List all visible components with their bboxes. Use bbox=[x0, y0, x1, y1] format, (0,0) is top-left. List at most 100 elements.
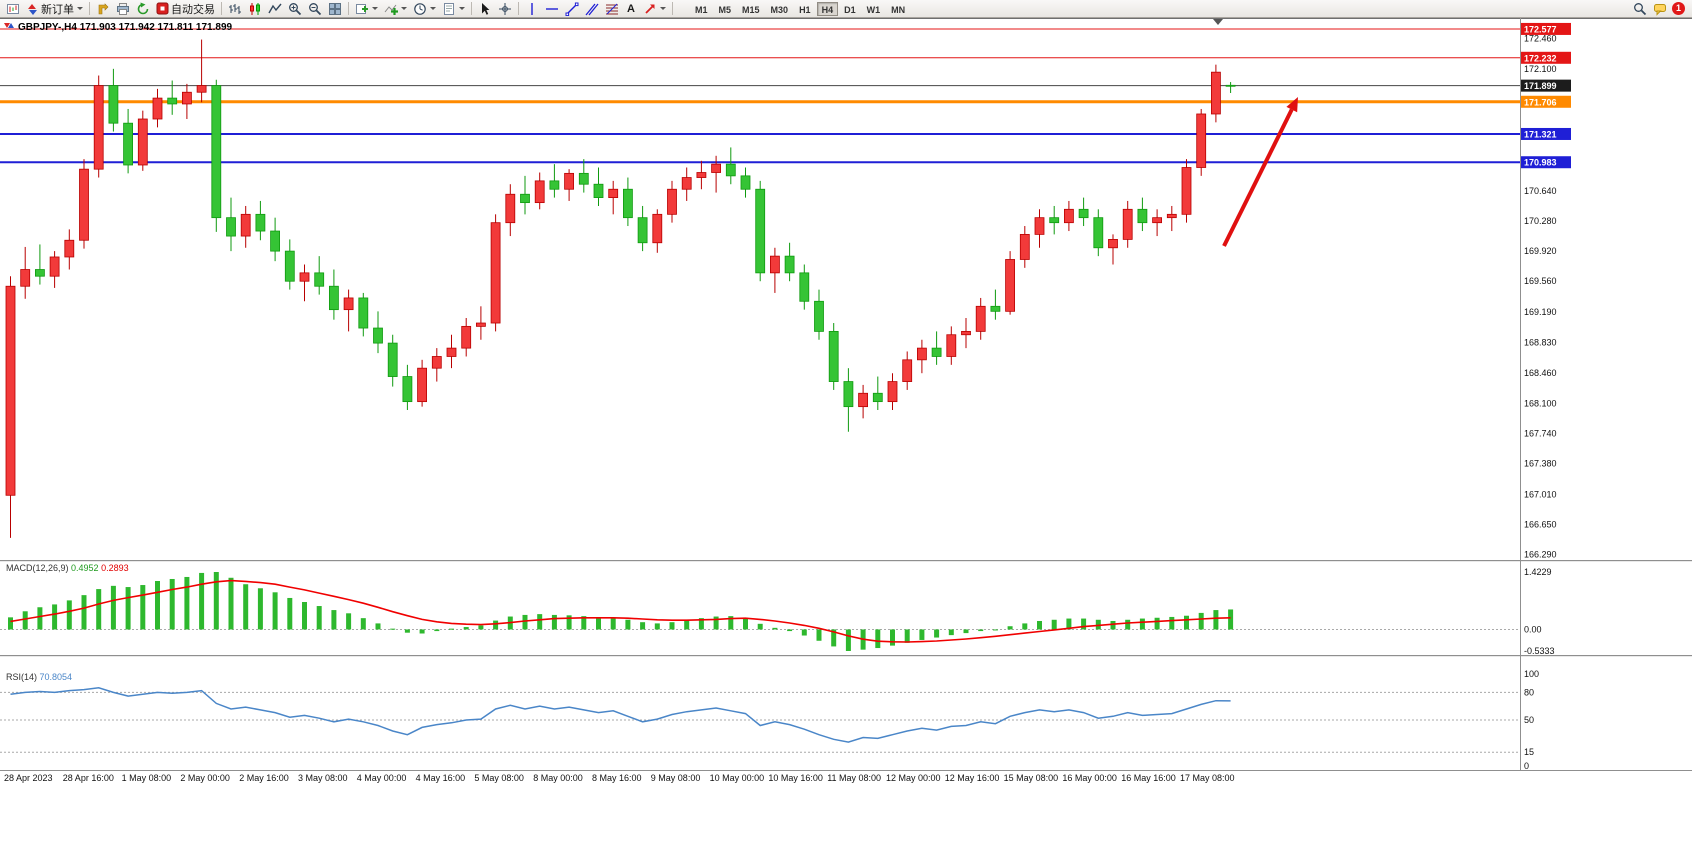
candle-body bbox=[314, 272, 325, 287]
macd-histogram-bar bbox=[728, 616, 734, 630]
fibonacci-button[interactable] bbox=[602, 0, 622, 17]
macd-histogram-bar bbox=[816, 629, 822, 641]
print-button[interactable] bbox=[113, 0, 133, 17]
current-price-tag: 171.899 bbox=[1521, 79, 1571, 92]
macd-histogram-bar bbox=[640, 622, 646, 630]
text-tool-label: A bbox=[627, 2, 635, 15]
price-tag-label: 171.321 bbox=[1524, 129, 1557, 139]
candle bbox=[328, 269, 339, 320]
price-axis-label: 167.010 bbox=[1524, 489, 1557, 499]
candle-body bbox=[1034, 217, 1045, 235]
candle-body bbox=[931, 347, 942, 357]
arrows-button[interactable] bbox=[640, 0, 669, 17]
periods-button[interactable] bbox=[410, 0, 439, 17]
candle-body bbox=[64, 239, 75, 258]
candle bbox=[578, 159, 589, 193]
candle-body bbox=[990, 305, 1001, 312]
macd-histogram-bar bbox=[37, 607, 43, 630]
macd-histogram-bar bbox=[302, 602, 307, 630]
price-axis-label: 172.460 bbox=[1524, 34, 1557, 44]
zoom-out-button[interactable] bbox=[305, 0, 325, 17]
rsi-scale-label: 100 bbox=[1524, 669, 1539, 679]
candle-body bbox=[343, 297, 354, 311]
macd-histogram-bar bbox=[654, 623, 660, 630]
tools-button[interactable] bbox=[93, 0, 113, 17]
new-chart-button[interactable] bbox=[352, 0, 381, 17]
horizontal-line-button[interactable] bbox=[542, 0, 562, 17]
zoom-in-button[interactable] bbox=[285, 0, 305, 17]
candle-body bbox=[784, 255, 795, 274]
timeframe-m15-button[interactable]: M15 bbox=[737, 2, 765, 16]
timeframe-m30-button[interactable]: M30 bbox=[766, 2, 794, 16]
chart-menu-button[interactable] bbox=[3, 0, 23, 17]
candle bbox=[975, 297, 986, 340]
macd-histogram-bar bbox=[110, 585, 116, 630]
time-scale[interactable]: 28 Apr 2023 28 Apr 16:00 1 May 08:00 2 May … bbox=[4, 773, 1235, 783]
macd-histogram-bar bbox=[890, 629, 895, 646]
price-axis-label: 167.380 bbox=[1524, 459, 1557, 469]
macd-histogram-bar bbox=[1154, 617, 1160, 630]
indicators-button[interactable] bbox=[381, 0, 410, 17]
chart-shift-marker[interactable] bbox=[1213, 19, 1223, 25]
candle-body bbox=[152, 97, 163, 120]
candle-body bbox=[240, 213, 251, 237]
timeframe-h1-button[interactable]: H1 bbox=[794, 2, 816, 16]
candle bbox=[181, 83, 192, 119]
timeframe-m1-button[interactable]: M1 bbox=[690, 2, 713, 16]
refresh-button[interactable] bbox=[133, 0, 153, 17]
candle-body bbox=[1019, 233, 1030, 260]
price-chart[interactable]: GBPJPY-,H4 171.903 171.942 171.811 171.8… bbox=[0, 18, 1692, 853]
bar-chart-button[interactable] bbox=[225, 0, 245, 17]
candle bbox=[1152, 209, 1162, 237]
candle bbox=[358, 292, 369, 337]
trendline-button[interactable] bbox=[562, 0, 582, 17]
notification-badge[interactable]: 1 bbox=[1672, 2, 1685, 15]
toolbar-separator bbox=[518, 2, 519, 15]
macd-label: MACD(12,26,9) 0.4952 0.2893 bbox=[6, 563, 129, 573]
chat-button[interactable] bbox=[1650, 0, 1670, 17]
macd-histogram-bar bbox=[257, 588, 263, 630]
candle-body bbox=[373, 327, 383, 344]
timeframe-mn-button[interactable]: MN bbox=[886, 2, 910, 16]
clock-icon bbox=[414, 2, 426, 15]
search-button[interactable] bbox=[1630, 0, 1650, 17]
price-scale[interactable]: 172.460 172.100 170.640 170.280 169.920 169.5… bbox=[1521, 22, 1571, 771]
candle-body bbox=[255, 213, 266, 232]
templates-button[interactable] bbox=[439, 0, 468, 17]
candle-body bbox=[1225, 84, 1236, 87]
toolbar-separator bbox=[471, 2, 472, 15]
trend-arrow-annotation[interactable] bbox=[1222, 97, 1298, 247]
macd-histogram-bar bbox=[948, 629, 954, 636]
candle bbox=[520, 175, 530, 215]
symbol-icon bbox=[8, 23, 14, 28]
candle bbox=[872, 376, 883, 410]
candle-body bbox=[681, 177, 692, 190]
autotrading-button[interactable]: 自动交易 bbox=[153, 0, 218, 17]
timeframe-h4-button[interactable]: H4 bbox=[816, 1, 839, 16]
vertical-line-button[interactable] bbox=[522, 0, 542, 17]
candle bbox=[637, 205, 648, 252]
candle bbox=[961, 318, 971, 349]
crosshair-button[interactable] bbox=[495, 0, 515, 17]
new-order-button[interactable]: 新订单 bbox=[23, 0, 86, 17]
candle-body bbox=[696, 172, 707, 178]
arrow-shaft bbox=[1222, 108, 1294, 247]
horizontal-line-icon bbox=[546, 7, 558, 10]
time-axis-label: 8 May 16:00 bbox=[592, 773, 642, 783]
timeframe-w1-button[interactable]: W1 bbox=[862, 2, 886, 16]
candle bbox=[196, 39, 207, 103]
cursor-button[interactable] bbox=[475, 0, 495, 17]
macd-histogram-bar bbox=[772, 627, 778, 630]
candle bbox=[387, 334, 398, 387]
channel-button[interactable] bbox=[582, 0, 602, 17]
candlestick-chart-button[interactable] bbox=[245, 0, 265, 17]
candle-body bbox=[843, 381, 854, 408]
line-chart-button[interactable] bbox=[265, 0, 285, 17]
timeframe-m5-button[interactable]: M5 bbox=[714, 2, 737, 16]
price-tag-label: 171.706 bbox=[1524, 97, 1557, 107]
tile-windows-button[interactable] bbox=[325, 0, 345, 17]
refresh-icon bbox=[137, 2, 149, 14]
timeframe-d1-button[interactable]: D1 bbox=[839, 2, 861, 16]
chevron-down-icon bbox=[401, 7, 407, 10]
text-button[interactable]: A bbox=[622, 0, 640, 17]
